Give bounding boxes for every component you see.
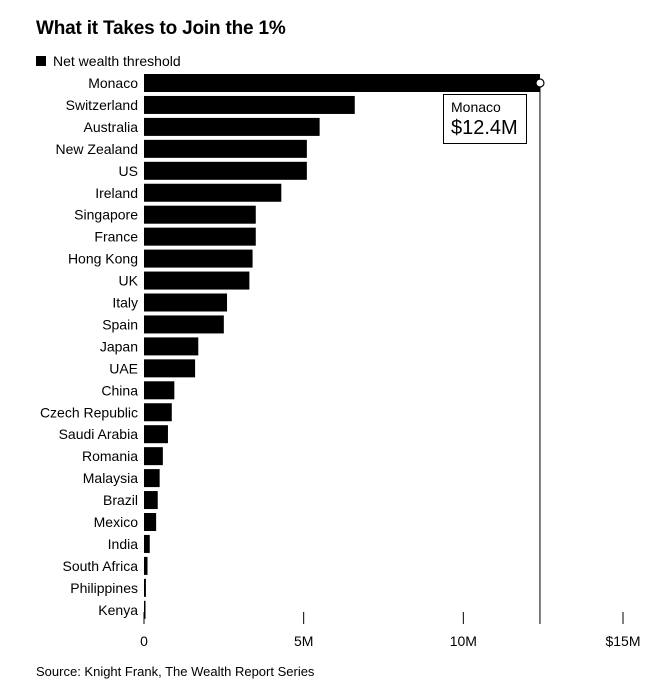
category-label-japan: Japan (100, 338, 138, 354)
category-label-spain: Spain (102, 316, 138, 332)
bar-spain (144, 315, 224, 334)
source-note: Source: Knight Frank, The Wealth Report … (36, 664, 315, 679)
bar-switzerland (144, 95, 355, 114)
chart-title: What it Takes to Join the 1% (36, 18, 286, 39)
bar-france (144, 227, 256, 246)
category-label-italy: Italy (112, 295, 138, 311)
annotation-dot (535, 78, 545, 88)
x-tick-label: 0 (140, 633, 148, 649)
bar-singapore (144, 205, 256, 224)
annotation-marker (535, 78, 545, 624)
category-labels: Monaco Switzerland Australia New Zealand US I… (40, 75, 139, 618)
category-label-france: France (94, 229, 138, 245)
bar-mexico (144, 513, 157, 531)
bar-us (144, 161, 307, 180)
annotation-name: Monaco (451, 99, 501, 115)
legend-label: Net wealth threshold (53, 53, 181, 69)
bar-monaco (144, 74, 540, 92)
category-label-uk: UK (119, 273, 139, 289)
category-label-china: China (101, 382, 138, 398)
bar-malaysia (144, 469, 160, 488)
category-label-czech-republic: Czech Republic (40, 404, 138, 420)
category-label-india: India (108, 536, 139, 552)
x-tick-label: 10M (450, 633, 477, 649)
category-label-mexico: Mexico (94, 514, 139, 530)
bar-china (144, 381, 175, 400)
category-label-south-africa: South Africa (63, 558, 139, 574)
annotation-callout: Monaco $12.4M (443, 94, 527, 144)
category-label-new-zealand: New Zealand (56, 141, 139, 157)
category-label-saudi-arabia: Saudi Arabia (59, 426, 139, 442)
bar-brazil (144, 491, 158, 510)
category-label-romania: Romania (82, 448, 138, 464)
bars (144, 74, 540, 619)
category-label-philippines: Philippines (70, 580, 138, 596)
category-label-uae: UAE (109, 360, 138, 376)
annotation-value: $12.4M (451, 117, 518, 139)
bar-uae (144, 359, 196, 378)
bar-romania (144, 447, 163, 466)
category-label-kenya: Kenya (98, 602, 138, 618)
bar-philippines (144, 578, 146, 597)
category-label-ireland: Ireland (95, 185, 138, 201)
category-label-australia: Australia (84, 119, 139, 135)
category-label-us: US (119, 163, 138, 179)
legend: Net wealth threshold (36, 52, 181, 70)
x-axis-ticks: 0 5M 10M $15M (140, 612, 641, 649)
bar-australia (144, 117, 320, 136)
category-label-hong-kong: Hong Kong (68, 251, 138, 267)
bar-czech-republic (144, 403, 172, 422)
bar-italy (144, 293, 228, 312)
category-label-brazil: Brazil (103, 492, 138, 508)
category-label-singapore: Singapore (74, 207, 138, 223)
x-tick-label: $15M (605, 633, 640, 649)
bar-kenya (144, 600, 146, 619)
legend-swatch (36, 56, 46, 66)
bar-india (144, 534, 150, 553)
bar-japan (144, 337, 199, 356)
x-tick-label: 5M (294, 633, 313, 649)
bar-ireland (144, 183, 282, 202)
bar-saudi-arabia (144, 425, 168, 444)
bar-uk (144, 271, 250, 290)
category-label-malaysia: Malaysia (83, 470, 138, 486)
category-label-switzerland: Switzerland (66, 97, 138, 113)
category-label-monaco: Monaco (88, 75, 138, 91)
bar-new-zealand (144, 139, 307, 158)
bar-south-africa (144, 556, 148, 575)
bar-hong-kong (144, 249, 253, 268)
